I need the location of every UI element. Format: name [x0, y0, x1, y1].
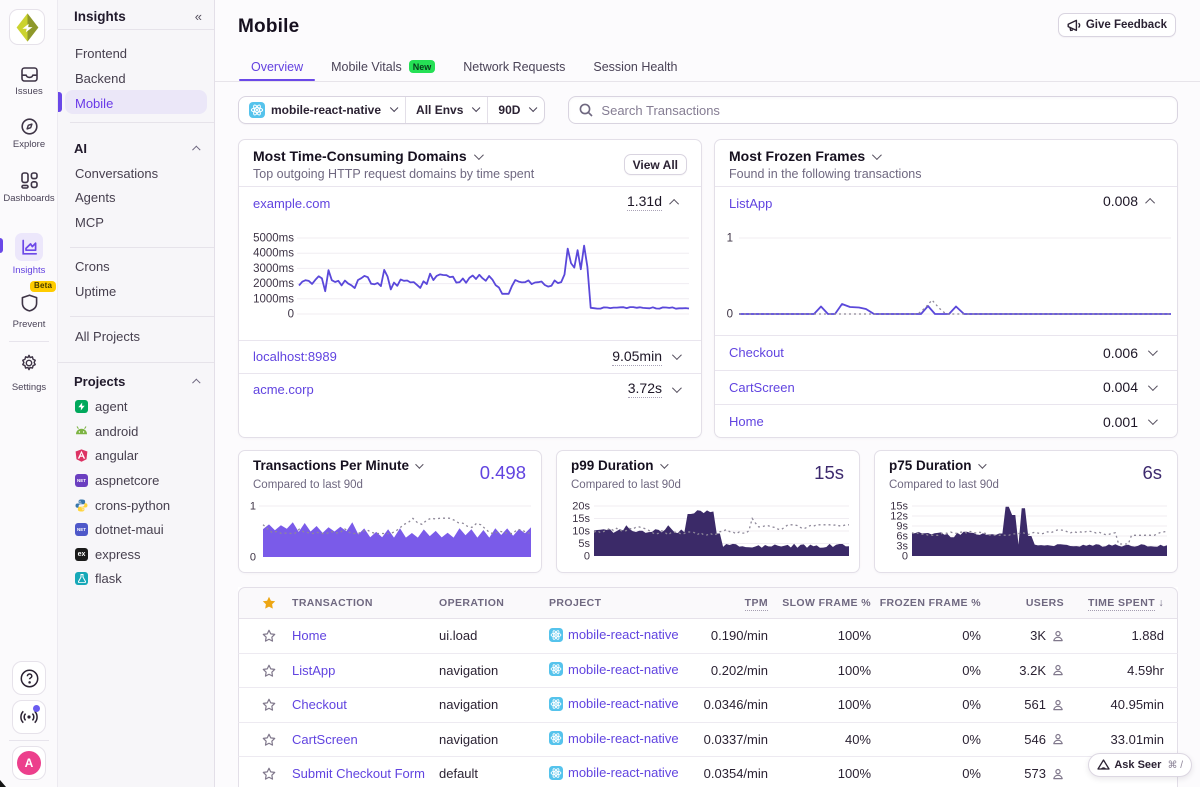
svg-text:12s: 12s — [890, 511, 908, 523]
svg-text:6s: 6s — [896, 531, 908, 543]
svg-text:0: 0 — [902, 551, 908, 563]
svg-text:3000ms: 3000ms — [253, 263, 294, 275]
svg-text:0: 0 — [250, 552, 256, 564]
svg-text:15s: 15s — [890, 501, 908, 513]
svg-text:5000ms: 5000ms — [253, 233, 294, 245]
svg-text:0: 0 — [727, 309, 733, 321]
svg-text:1: 1 — [250, 501, 256, 513]
svg-text:2000ms: 2000ms — [253, 278, 294, 290]
svg-text:3s: 3s — [896, 541, 908, 553]
svg-text:0: 0 — [288, 309, 294, 321]
svg-text:1: 1 — [727, 233, 733, 245]
svg-text:5s: 5s — [578, 538, 590, 550]
svg-text:9s: 9s — [896, 521, 908, 533]
svg-text:1000ms: 1000ms — [253, 293, 294, 305]
svg-text:0: 0 — [584, 551, 590, 563]
svg-text:10s: 10s — [572, 526, 590, 538]
svg-text:4000ms: 4000ms — [253, 248, 294, 260]
svg-text:20s: 20s — [572, 501, 590, 513]
svg-text:15s: 15s — [572, 513, 590, 525]
